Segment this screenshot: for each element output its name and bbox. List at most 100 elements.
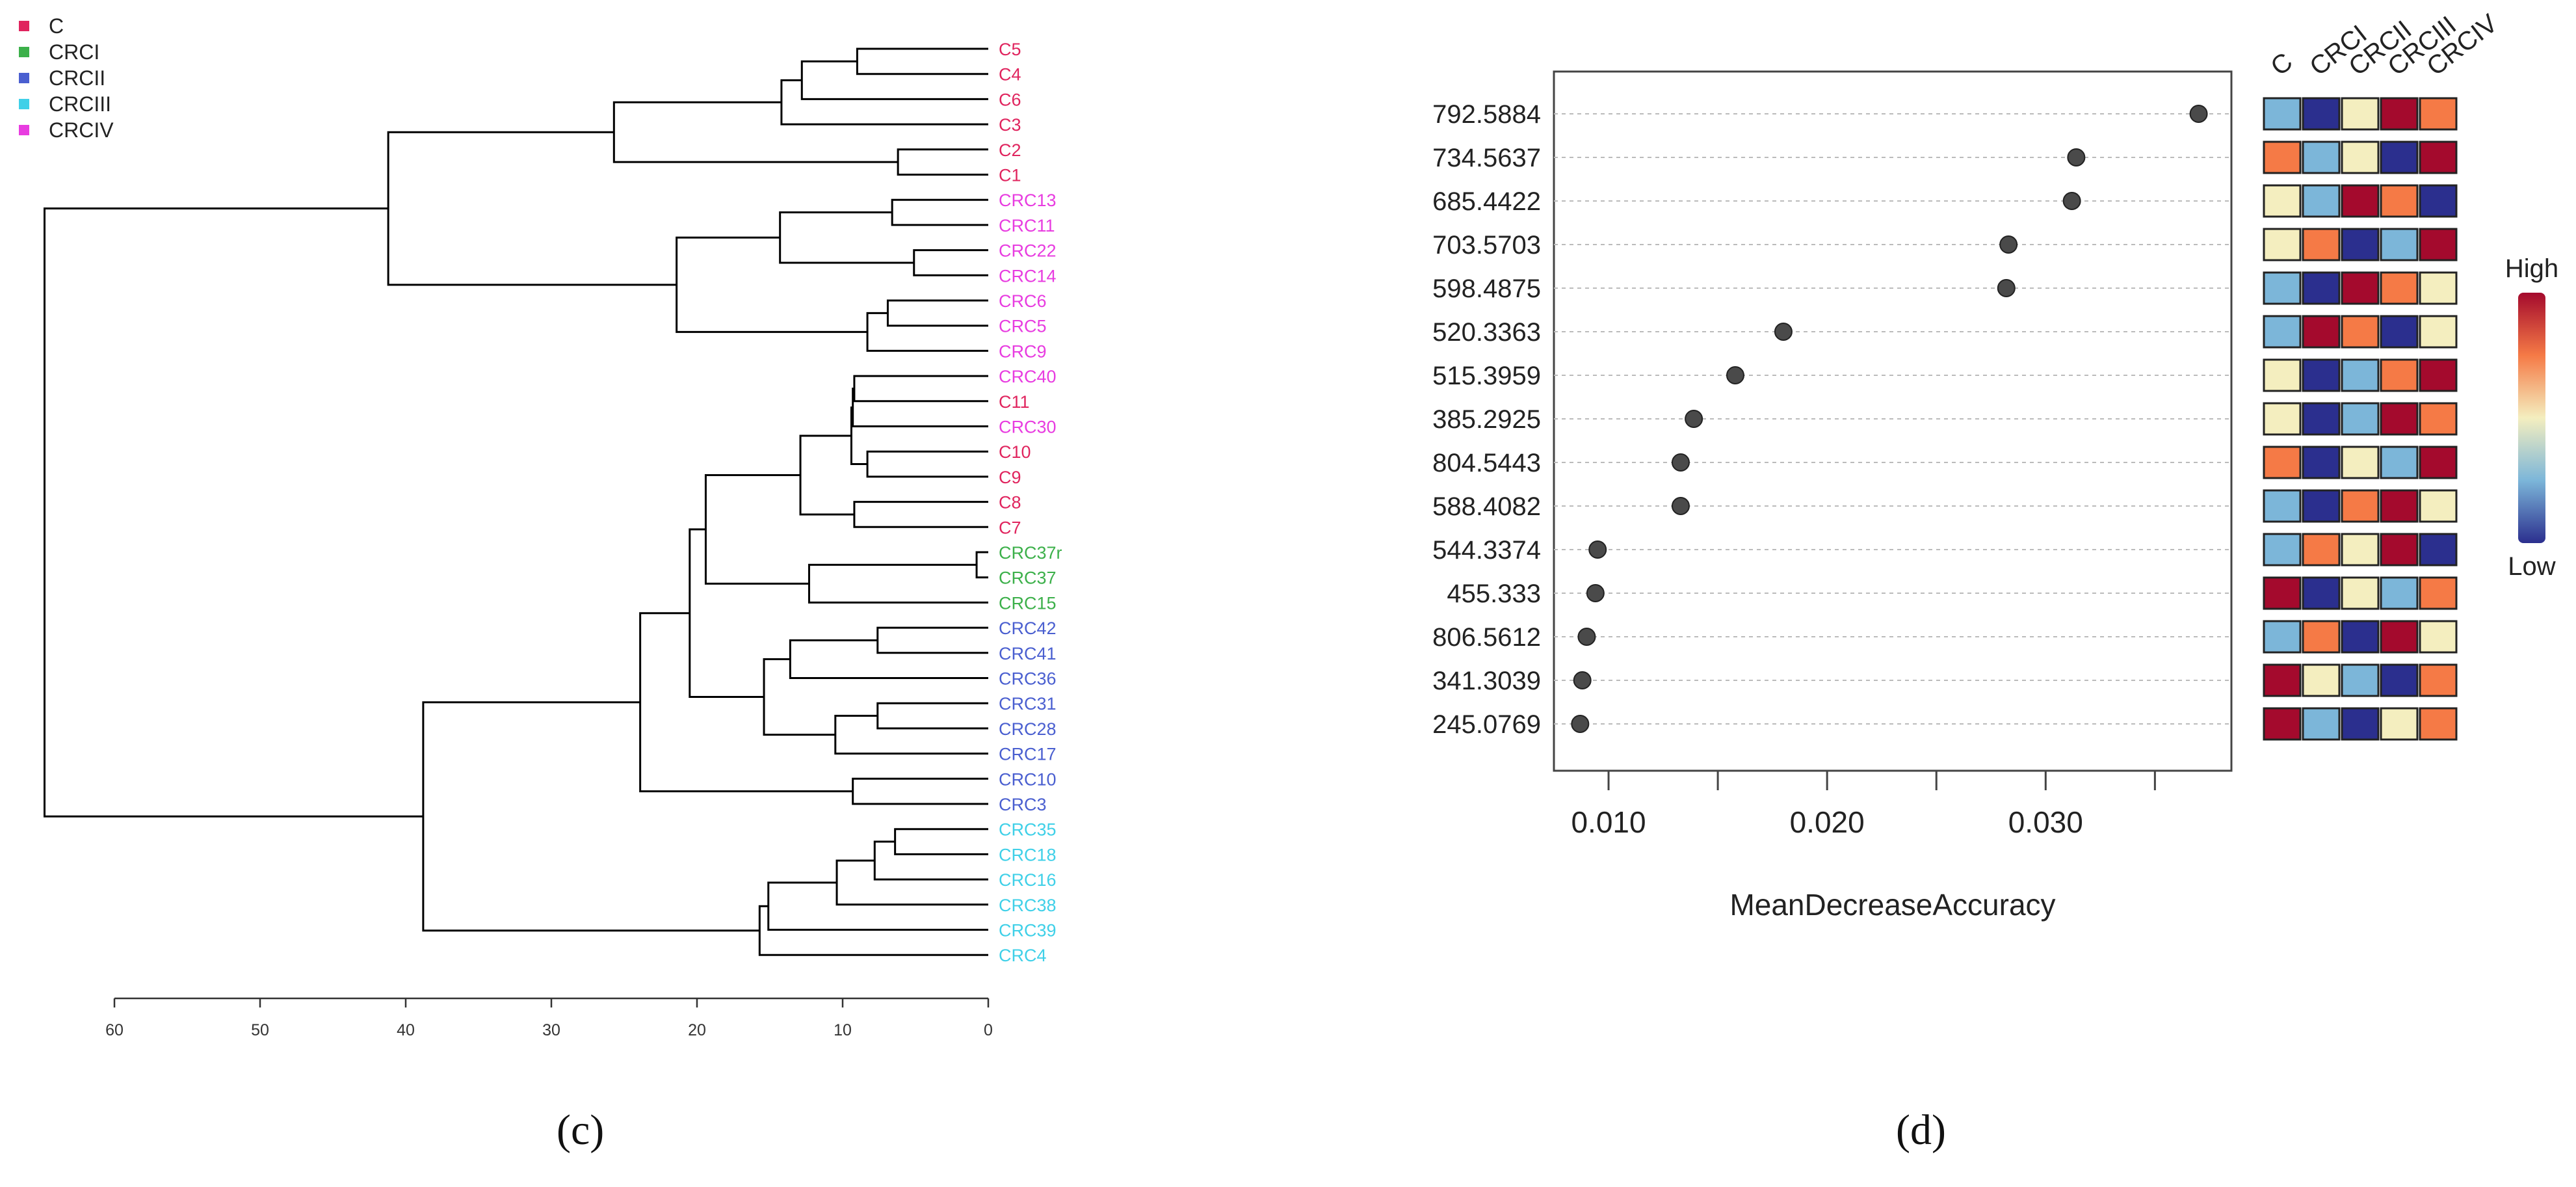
distance-tick-label: 50 [251, 1021, 269, 1039]
importance-point [2062, 192, 2081, 210]
leaf-label: CRC17 [999, 745, 1057, 764]
leaf-label: CRC35 [999, 820, 1057, 840]
heatmap-cell [2263, 97, 2302, 131]
heatmap-cell [2419, 663, 2458, 697]
leaf-label: CRC37 [999, 568, 1057, 588]
legend-label: C [49, 14, 64, 38]
heatmap-cell [2302, 402, 2341, 436]
leaf-label: CRC37r [999, 543, 1062, 563]
heatmap-cell [2263, 576, 2302, 610]
legend-swatch [19, 21, 29, 31]
heatmap-cell [2341, 446, 2380, 479]
heatmap-cell [2263, 358, 2302, 392]
heatmap-cell [2263, 620, 2302, 654]
leaf-label: C8 [999, 493, 1021, 513]
heatmap-cell [2302, 489, 2341, 523]
dendrogram-branch [853, 501, 988, 528]
importance-point [1577, 628, 1596, 646]
dendrogram-branch [866, 450, 988, 478]
leaf-label: CRC36 [999, 669, 1057, 689]
heatmap-cell [2419, 97, 2458, 131]
dendrogram-branch [856, 47, 988, 75]
heatmap-cell [2302, 271, 2341, 305]
importance-point [1774, 323, 1793, 341]
dendrogram-branch [779, 211, 914, 264]
dendrogram-branch [780, 79, 988, 126]
legend-label: CRCII [49, 66, 105, 90]
heatmap-cell [2263, 663, 2302, 697]
heatmap-cell [2263, 446, 2302, 479]
feature-label: 455.333 [1447, 580, 1541, 608]
leaf-label: C5 [999, 40, 1021, 59]
dendrogram-branch [422, 701, 760, 932]
leaf-label: CRC16 [999, 870, 1057, 890]
dendrogram-branch [876, 702, 988, 730]
heatmap-cell [2380, 402, 2419, 436]
distance-tick-label: 40 [397, 1021, 415, 1039]
feature-label: 804.5443 [1432, 449, 1541, 477]
dendrogram-branch [894, 828, 988, 855]
feature-label: 703.5703 [1432, 231, 1541, 260]
dendrogram-branch [853, 375, 988, 403]
heatmap-cell [2341, 184, 2380, 218]
heatmap-cell [2263, 140, 2302, 174]
panel-c-label: (c) [557, 1106, 605, 1154]
heatmap-cell [2419, 576, 2458, 610]
importance-panel: 792.5884 734.5637 685.4422 703.5703 598.4875… [1287, 0, 2576, 1184]
leaf-label: C4 [999, 65, 1021, 85]
heatmap-cell [2341, 533, 2380, 567]
heatmap-cell [2302, 358, 2341, 392]
leaf-label: CRC22 [999, 241, 1057, 261]
heatmap-cell [2302, 576, 2341, 610]
heatmap-cell [2341, 97, 2380, 131]
importance-point [1726, 366, 1744, 384]
leaf-label: CRC11 [999, 216, 1055, 235]
heatmap-cell [2302, 97, 2341, 131]
heatmap-cell [2263, 315, 2302, 349]
distance-tick-label: 0 [984, 1021, 993, 1039]
dendrogram-branch [913, 249, 988, 276]
heatmap-cell [2302, 315, 2341, 349]
x-tick-label: 0.020 [1790, 805, 1865, 839]
legend-swatch [19, 47, 29, 57]
leaf-label: C2 [999, 140, 1021, 160]
plot-frame [1553, 70, 2233, 772]
heatmap-cell [2341, 402, 2380, 436]
dendrogram-branch [886, 299, 988, 327]
dendrogram-branch [808, 563, 988, 604]
dendrogram-branch [800, 60, 988, 100]
heatmap-cell [2263, 533, 2302, 567]
heatmap-cell [2419, 140, 2458, 174]
feature-label: 598.4875 [1432, 274, 1541, 303]
leaf-label: CRC18 [999, 845, 1057, 864]
heatmap-cell [2380, 184, 2419, 218]
distance-tick-label: 20 [688, 1021, 706, 1039]
heatmap-cell [2380, 228, 2419, 261]
leaf-label: CRC39 [999, 921, 1057, 940]
distance-tick-label: 10 [834, 1021, 852, 1039]
legend-label: CRCIV [49, 118, 114, 142]
importance-point [1588, 540, 1607, 559]
leaf-label: C9 [999, 468, 1021, 487]
heatmap-cell [2302, 446, 2341, 479]
heatmap-cell [2380, 533, 2419, 567]
leaf-label: CRC3 [999, 795, 1047, 814]
leaf-label: CRC41 [999, 644, 1057, 663]
feature-label: 341.3039 [1432, 667, 1541, 695]
leaf-label: CRC13 [999, 191, 1057, 210]
leaf-label: CRC14 [999, 266, 1057, 286]
importance-point [1573, 671, 1592, 689]
leaf-label: CRC42 [999, 619, 1057, 638]
x-axis-title: MeanDecreaseAccuracy [1729, 888, 2055, 922]
heatmap-cell [2380, 707, 2419, 741]
dendrogram-branch [43, 207, 423, 818]
heatmap-cell [2419, 228, 2458, 261]
feature-label: 792.5884 [1432, 100, 1541, 129]
leaf-label: C7 [999, 518, 1021, 537]
dendrogram-branch [834, 715, 988, 755]
heatmap-cell [2380, 489, 2419, 523]
heatmap-cell [2302, 140, 2341, 174]
heatmap-cell [2380, 620, 2419, 654]
heatmap-cell [2341, 271, 2380, 305]
